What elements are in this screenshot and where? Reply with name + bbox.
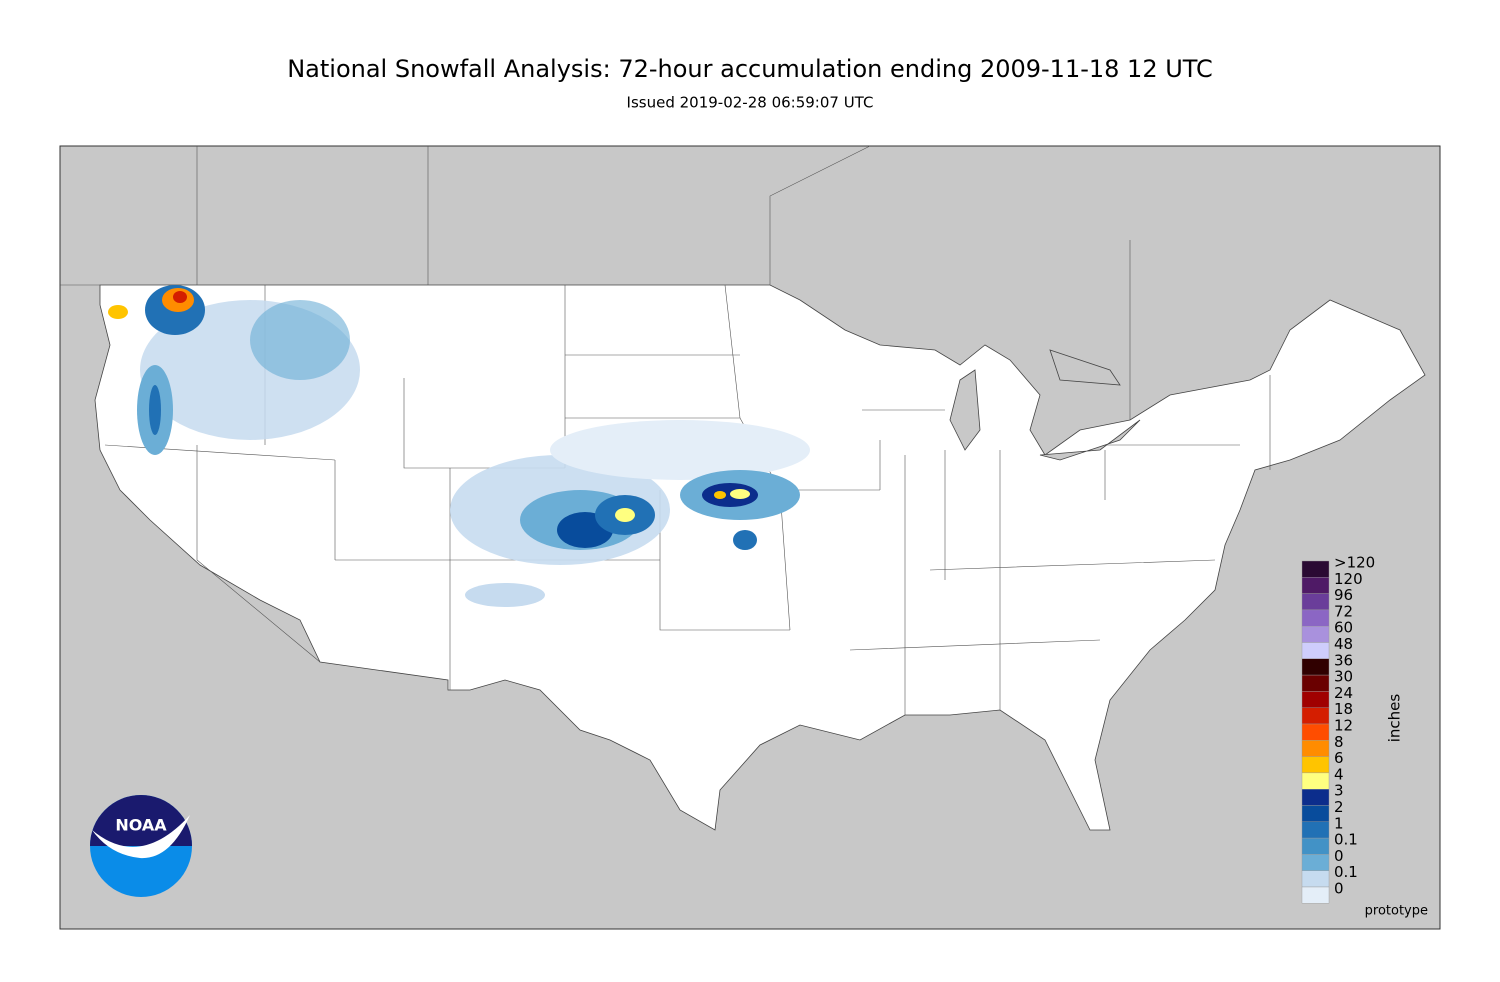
legend-label: 24 (1334, 684, 1353, 702)
legend-label: 60 (1334, 619, 1353, 637)
legend-label: >120 (1334, 554, 1375, 572)
legend-label: 72 (1334, 602, 1353, 620)
legend-swatch (1301, 821, 1330, 839)
legend-swatch (1301, 593, 1330, 611)
legend-swatch (1301, 870, 1330, 888)
legend-label: 120 (1334, 570, 1363, 588)
legend-swatch (1301, 642, 1330, 659)
us-land (94, 284, 1426, 831)
legend-swatch (1301, 837, 1330, 855)
legend-label: 30 (1334, 668, 1353, 686)
map-area (59, 145, 1441, 930)
legend: inches >1201209672604836302418128643210.… (1301, 554, 1404, 904)
legend-title: inches (1386, 694, 1404, 743)
footnote: prototype (1365, 904, 1428, 919)
legend-label: 4 (1334, 765, 1344, 783)
legend-swatch (1301, 772, 1330, 790)
logo-swoosh (92, 815, 190, 859)
legend-swatch (1301, 805, 1330, 822)
legend-label: 6 (1334, 749, 1344, 767)
legend-swatch (1301, 691, 1330, 708)
legend-label: 8 (1334, 733, 1344, 751)
legend-swatch (1301, 756, 1330, 774)
legend-swatch (1301, 707, 1330, 725)
subtitle: Issued 2019-02-28 06:59:07 UTC (627, 94, 874, 112)
noaa-logo: NOAA (90, 795, 192, 897)
legend-label: 3 (1334, 782, 1344, 800)
great-lakes (949, 349, 1141, 461)
legend-label: 0.1 (1334, 831, 1358, 849)
legend-label: 18 (1334, 700, 1353, 718)
legend-label: 12 (1334, 717, 1353, 735)
legend-swatch (1301, 674, 1330, 692)
legend-label: 96 (1334, 586, 1353, 604)
title: National Snowfall Analysis: 72-hour accu… (287, 55, 1213, 83)
snowfall-areas (108, 285, 810, 607)
legend-swatch (1301, 886, 1330, 904)
legend-label: 48 (1334, 635, 1353, 653)
logo-top (90, 795, 192, 846)
legend-label: 0 (1334, 880, 1344, 898)
legend-swatch (1301, 789, 1330, 806)
legend-swatch (1301, 560, 1330, 578)
legend-swatch (1301, 740, 1330, 757)
legend-swatch (1301, 854, 1330, 871)
legend-swatch (1301, 658, 1330, 676)
legend-label: 2 (1334, 798, 1344, 816)
legend-swatch (1301, 577, 1330, 594)
legend-label: 36 (1334, 651, 1353, 669)
logo-text: NOAA (115, 816, 167, 835)
legend-swatch (1301, 626, 1330, 643)
legend-label: 0 (1334, 847, 1344, 865)
legend-label: 1 (1334, 814, 1344, 832)
legend-swatch (1301, 609, 1330, 627)
legend-label: 0.1 (1334, 863, 1358, 881)
legend-swatch (1301, 723, 1330, 741)
